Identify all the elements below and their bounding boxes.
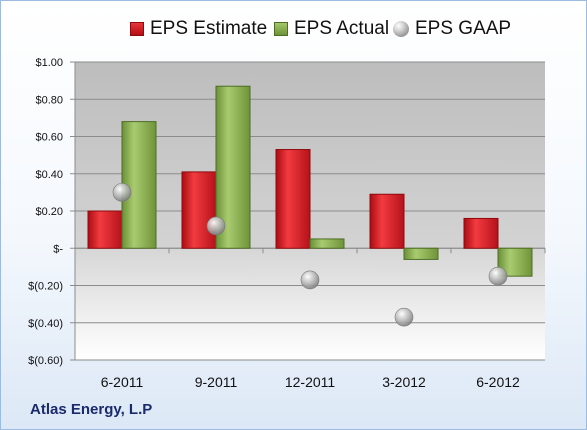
axis-labels: $1.00 $0.80 $0.60 $0.40 $0.20 $- $(0.20) $(0.40… (28, 57, 520, 390)
legend-swatch-estimate (130, 22, 144, 36)
bar-eps-actual (403, 247, 439, 260)
legend-label-estimate: EPS Estimate (150, 18, 268, 39)
bar-eps-estimate (181, 171, 217, 249)
legend-item-actual: EPS Actual (274, 14, 389, 44)
x-category-label: 6-2011 (101, 374, 144, 390)
bar-eps-estimate (275, 149, 311, 249)
legend-swatch-gaap (393, 21, 409, 37)
legend-item-estimate: EPS Estimate (130, 14, 267, 44)
company-name: Atlas Energy, L.P (30, 401, 153, 418)
legend-label-actual: EPS Actual (294, 18, 390, 39)
y-tick-label: $0.60 (35, 132, 63, 144)
y-tick-label: $0.80 (35, 94, 63, 106)
bar-eps-estimate (369, 193, 405, 249)
legend-label-gaap: EPS GAAP (415, 18, 512, 39)
gaap-markers (112, 183, 508, 327)
y-tick-label: $1.00 (35, 57, 63, 69)
marker-eps-gaap (206, 216, 226, 236)
x-category-label: 9-2011 (195, 374, 238, 390)
y-tick-label: $(0.40) (28, 318, 63, 330)
y-tick-label: $0.40 (35, 169, 63, 181)
x-category-label: 6-2012 (476, 374, 520, 390)
bar-eps-actual (121, 121, 157, 249)
legend-item-gaap: EPS GAAP (393, 14, 511, 44)
y-tick-label: $0.20 (35, 206, 63, 218)
marker-eps-gaap (112, 183, 132, 202)
chart-legend: EPS Estimate EPS Actual EPS GAAP (0, 14, 587, 44)
marker-eps-gaap (394, 307, 414, 327)
bar-eps-actual (309, 238, 345, 249)
marker-eps-gaap (300, 270, 320, 290)
x-category-label: 3-2012 (382, 374, 426, 390)
plot-area-negative (75, 248, 545, 360)
marker-eps-gaap (488, 266, 508, 286)
y-tick-label: $(0.20) (28, 281, 63, 293)
y-tick-label: $- (53, 243, 63, 255)
y-tick-label: $(0.60) (28, 355, 63, 367)
bar-eps-estimate (463, 217, 499, 249)
legend-swatch-actual (274, 22, 288, 36)
x-category-label: 12-2011 (285, 374, 336, 390)
bar-eps-estimate (87, 210, 123, 249)
